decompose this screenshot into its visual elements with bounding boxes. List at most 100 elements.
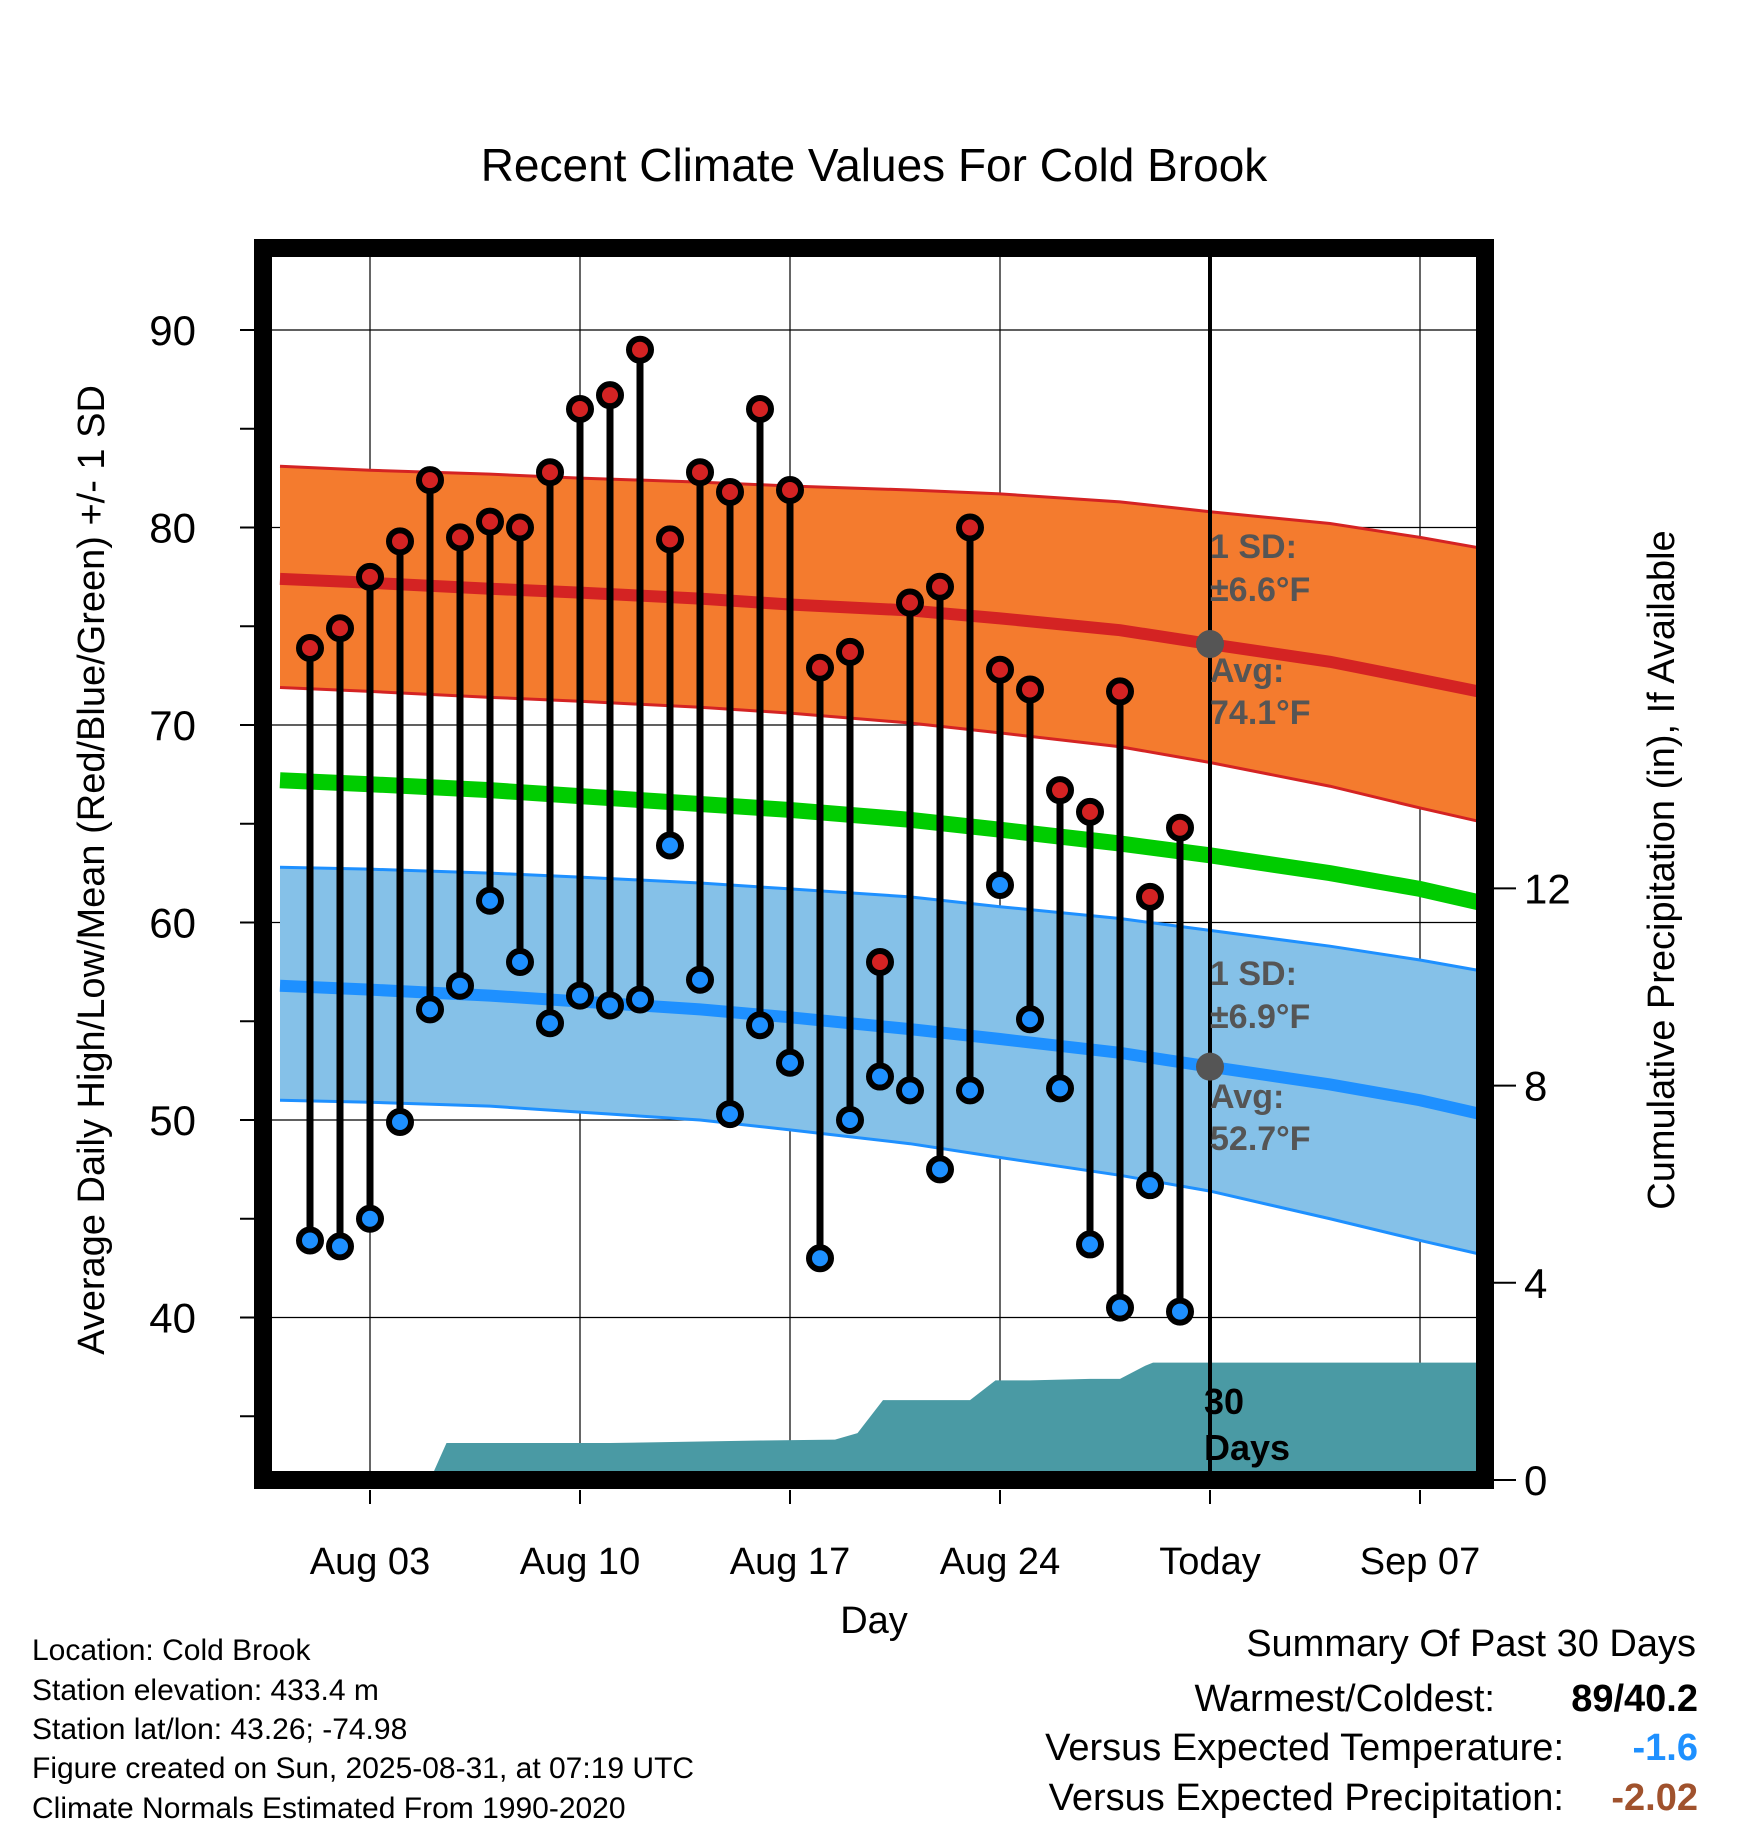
low-temp-point <box>806 1244 834 1273</box>
info-elevation: Station elevation: 433.4 m <box>32 1674 379 1707</box>
low-normal-annotation: 1 SD: ±6.9°F Avg: 52.7°F <box>1210 955 1311 1158</box>
low-temp-point <box>926 1155 954 1184</box>
y-tick-label: 50 <box>149 1097 196 1144</box>
high-temp-point <box>416 466 444 495</box>
low-temp-point <box>1016 1005 1044 1034</box>
days-annotation: 30 Days <box>1204 1381 1290 1468</box>
x-tick-label: Aug 24 <box>940 1541 1060 1583</box>
low-temp-point <box>386 1107 414 1136</box>
low-avg-label: Avg: <box>1210 1078 1284 1116</box>
summary-warmest-label: Warmest/Coldest: <box>1194 1678 1495 1720</box>
x-tick-label: Sep 07 <box>1360 1541 1480 1583</box>
low-temp-point <box>686 965 714 994</box>
low-temp-point <box>656 831 684 860</box>
plot-frame <box>254 239 1494 1489</box>
high-temp-point <box>536 458 564 487</box>
cumulative-precip-area <box>430 1362 1485 1480</box>
y-tick-label: 80 <box>149 505 196 552</box>
high-temp-point <box>806 653 834 682</box>
low-temp-point <box>296 1226 324 1255</box>
today-high-normal-marker <box>1196 630 1224 659</box>
low-temp-point <box>356 1204 384 1233</box>
summary-temp-label: Versus Expected Temperature: <box>1045 1727 1564 1769</box>
chart-title: Recent Climate Values For Cold Brook <box>481 139 1269 191</box>
axis-ticks: 40 50 60 70 80 90 0 4 8 12 Aug 03 Aug 10 Aug 17 Aug 2… <box>149 307 1570 1583</box>
high-temp-point <box>596 381 624 410</box>
low-temp-point <box>326 1232 354 1261</box>
low-avg-value: 52.7°F <box>1210 1120 1311 1158</box>
high-temp-point <box>746 395 774 423</box>
x-tick-label: Aug 03 <box>310 1541 430 1583</box>
low-temp-point <box>1166 1297 1194 1326</box>
days-word: Days <box>1204 1427 1290 1468</box>
high-temp-point <box>1016 675 1044 704</box>
high-temp-point <box>866 948 894 976</box>
high-temp-point <box>476 507 504 536</box>
low-temp-point <box>416 995 444 1024</box>
high-temp-point <box>986 655 1014 684</box>
y-tick-label: 40 <box>149 1295 196 1342</box>
summary-panel: Summary Of Past 30 Days Warmest/Coldest:… <box>1045 1623 1698 1819</box>
high-temp-point <box>926 572 954 601</box>
low-sd-label: 1 SD: <box>1210 955 1297 993</box>
low-temp-point <box>866 1062 894 1091</box>
y2-axis-title: Cumulative Precipitation (in), If Availa… <box>1641 530 1683 1209</box>
high-avg-value: 74.1°F <box>1210 694 1311 732</box>
y-tick-label: 90 <box>149 307 196 354</box>
y2-tick-label: 8 <box>1524 1063 1547 1110</box>
station-info: Location: Cold Brook Station elevation: … <box>32 1634 694 1825</box>
high-temp-point <box>1046 776 1074 805</box>
high-temp-point <box>686 458 714 487</box>
low-temp-point <box>536 1009 564 1038</box>
low-temp-point <box>986 870 1014 899</box>
high-temp-point <box>836 637 864 666</box>
low-lower-edge <box>279 1098 1485 1257</box>
high-sd-value: ±6.6°F <box>1210 571 1310 609</box>
info-normals: Climate Normals Estimated From 1990-2020 <box>32 1792 626 1825</box>
x-tick-label: Today <box>1159 1541 1260 1583</box>
low-temp-point <box>566 981 594 1010</box>
x-tick-label: Aug 17 <box>730 1541 850 1583</box>
summary-precip-label: Versus Expected Precipitation: <box>1049 1777 1564 1819</box>
high-temp-point <box>386 527 414 556</box>
low-temp-point <box>1046 1074 1074 1103</box>
high-temp-point <box>656 525 684 554</box>
high-temp-point <box>506 513 534 542</box>
y-tick-label: 70 <box>149 702 196 749</box>
high-temp-point <box>956 513 984 542</box>
high-normal-annotation: 1 SD: ±6.6°F Avg: 74.1°F <box>1210 528 1311 732</box>
summary-title: Summary Of Past 30 Days <box>1246 1623 1696 1665</box>
high-temp-point <box>1136 882 1164 911</box>
low-temp-point <box>1136 1171 1164 1200</box>
precip-layer <box>430 1362 1485 1480</box>
low-temp-point <box>956 1076 984 1105</box>
summary-temp-value: -1.6 <box>1633 1727 1698 1769</box>
high-temp-point <box>776 475 804 504</box>
high-temp-point <box>716 477 744 506</box>
high-temp-point <box>356 562 384 591</box>
low-temp-point <box>716 1100 744 1129</box>
high-temp-point <box>1106 677 1134 706</box>
low-temp-point <box>596 991 624 1020</box>
low-temp-point <box>1076 1230 1104 1259</box>
y-axis-title: Average Daily High/Low/Mean (Red/Blue/Gr… <box>71 385 113 1355</box>
x-axis-title: Day <box>840 1600 908 1642</box>
x-tick-label: Aug 10 <box>520 1541 640 1583</box>
observations <box>296 335 1224 1326</box>
info-latlon: Station lat/lon: 43.26; -74.98 <box>32 1713 407 1746</box>
days-count: 30 <box>1204 1381 1244 1422</box>
y-tick-label: 60 <box>149 900 196 947</box>
high-upper-edge <box>279 464 1485 551</box>
y2-tick-label: 12 <box>1524 865 1571 912</box>
high-temp-point <box>296 633 324 662</box>
low-temp-point <box>1106 1293 1134 1322</box>
today-low-normal-marker <box>1196 1052 1224 1081</box>
high-sd-label: 1 SD: <box>1210 528 1297 566</box>
high-temp-point <box>566 395 594 423</box>
high-avg-label: Avg: <box>1210 652 1284 690</box>
high-temp-point <box>446 523 474 552</box>
low-temp-point <box>476 886 504 915</box>
low-sd-value: ±6.9°F <box>1210 998 1310 1036</box>
high-temp-point <box>896 588 924 617</box>
